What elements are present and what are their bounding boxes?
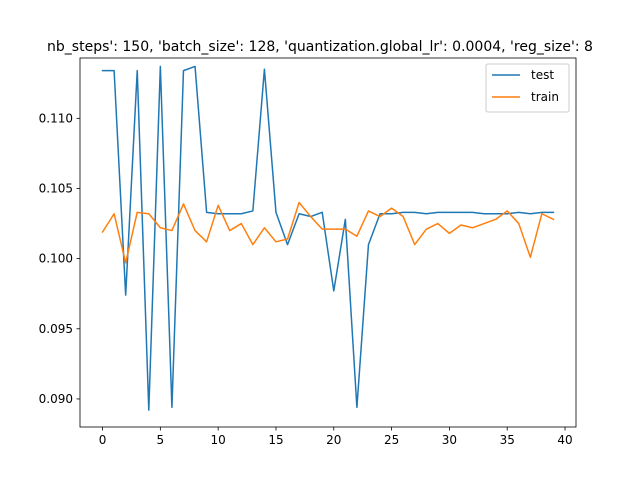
x-tick-label: 0 <box>99 433 107 447</box>
series-line-test <box>101 65 555 411</box>
x-tick-label: 35 <box>500 433 515 447</box>
legend: test train <box>485 63 570 113</box>
y-tick-label: 0.100 <box>39 252 73 266</box>
x-tick-label: 5 <box>157 433 165 447</box>
y-tick-label: 0.095 <box>39 322 73 336</box>
x-tick-label: 40 <box>557 433 572 447</box>
plot-series <box>101 65 555 411</box>
x-tick-label: 10 <box>211 433 226 447</box>
x-tick-label: 15 <box>268 433 283 447</box>
y-tick-label: 0.110 <box>39 111 73 125</box>
plot-area-frame <box>79 57 577 428</box>
legend-label-train: train <box>531 90 559 104</box>
legend-box <box>485 63 570 113</box>
x-axis: 0 5 10 15 20 25 30 35 40 <box>99 427 573 447</box>
series-line-train <box>101 201 555 264</box>
x-tick-label: 20 <box>326 433 341 447</box>
chart-title: nb_steps': 150, 'batch_size': 128, 'quan… <box>47 39 593 55</box>
legend-label-test: test <box>531 68 554 82</box>
y-tick-label: 0.105 <box>39 181 73 195</box>
y-tick-label: 0.090 <box>39 392 73 406</box>
x-tick-label: 25 <box>384 433 399 447</box>
x-tick-label: 30 <box>442 433 457 447</box>
y-axis: 0.090 0.095 0.100 0.105 0.110 <box>39 111 80 406</box>
